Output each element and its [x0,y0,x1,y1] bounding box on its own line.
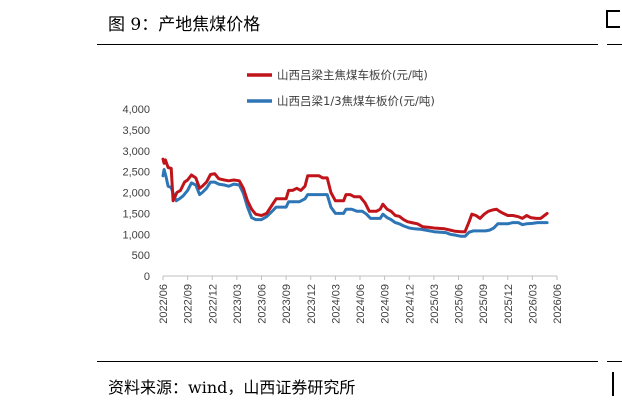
adjacent-figure-rule [607,44,622,45]
x-tick-label: 2024/03 [330,284,342,324]
figure-title: 图 9：产地焦煤价格 [108,15,261,35]
series-lines [161,157,549,238]
x-tick-label: 2022/06 [158,284,170,324]
adjacent-figure-title-fragment [606,10,620,28]
y-tick-label: 0 [144,271,150,283]
x-tick-label: 2024/09 [380,284,392,324]
x-tick-label: 2025/12 [503,284,515,324]
y-tick-label: 2,500 [122,167,150,179]
x-tick-label: 2023/06 [257,284,269,324]
y-tick-label: 1,000 [122,229,150,241]
series-line [161,157,549,234]
x-tick-label: 2025/03 [429,284,441,324]
x-tick-label: 2023/09 [281,284,293,324]
x-axis-ticks: 2022/06 2022/09 2022/12 2023/03 2023/06 2023/… [158,276,564,324]
x-tick-label: 2026/03 [527,284,539,324]
x-tick-label: 2023/03 [232,284,244,324]
source-note: 资料来源：wind，山西证券研究所 [108,378,356,397]
y-tick-label: 4,000 [122,104,150,116]
x-tick-label: 2024/12 [404,284,416,324]
legend-label: 山西吕梁1/3焦煤车板价(元/吨) [277,94,435,108]
legend: 山西吕梁主焦煤车板价(元/吨) 山西吕梁1/3焦煤车板价(元/吨) [247,68,435,108]
x-tick-label: 2024/06 [355,284,367,324]
series-line [161,168,549,238]
adjacent-figure-bottom-rule [607,361,622,362]
y-tick-label: 500 [132,250,150,262]
y-tick-label: 1,500 [122,208,150,220]
legend-label: 山西吕梁主焦煤车板价(元/吨) [277,68,428,82]
x-tick-label: 2022/12 [207,284,219,324]
x-tick-label: 2023/12 [306,284,318,324]
x-tick-label: 2026/06 [552,284,564,324]
y-tick-label: 2,000 [122,188,150,200]
bottom-rule [97,361,598,362]
x-tick-label: 2022/09 [183,284,195,324]
top-rule [97,44,598,45]
adjacent-figure-source-fragment [612,372,622,396]
coking-coal-price-chart: 4,0003,5003,0002,5002,0001,5001,0005000 … [122,68,564,324]
x-tick-label: 2025/09 [478,284,490,324]
x-tick-label: 2025/06 [454,284,466,324]
y-tick-label: 3,000 [122,146,150,158]
y-tick-label: 3,500 [122,125,150,137]
y-axis-tick-labels: 4,000 3,500 3,000 2,500 2,000 1,500 1,000 500 0 [122,104,150,283]
